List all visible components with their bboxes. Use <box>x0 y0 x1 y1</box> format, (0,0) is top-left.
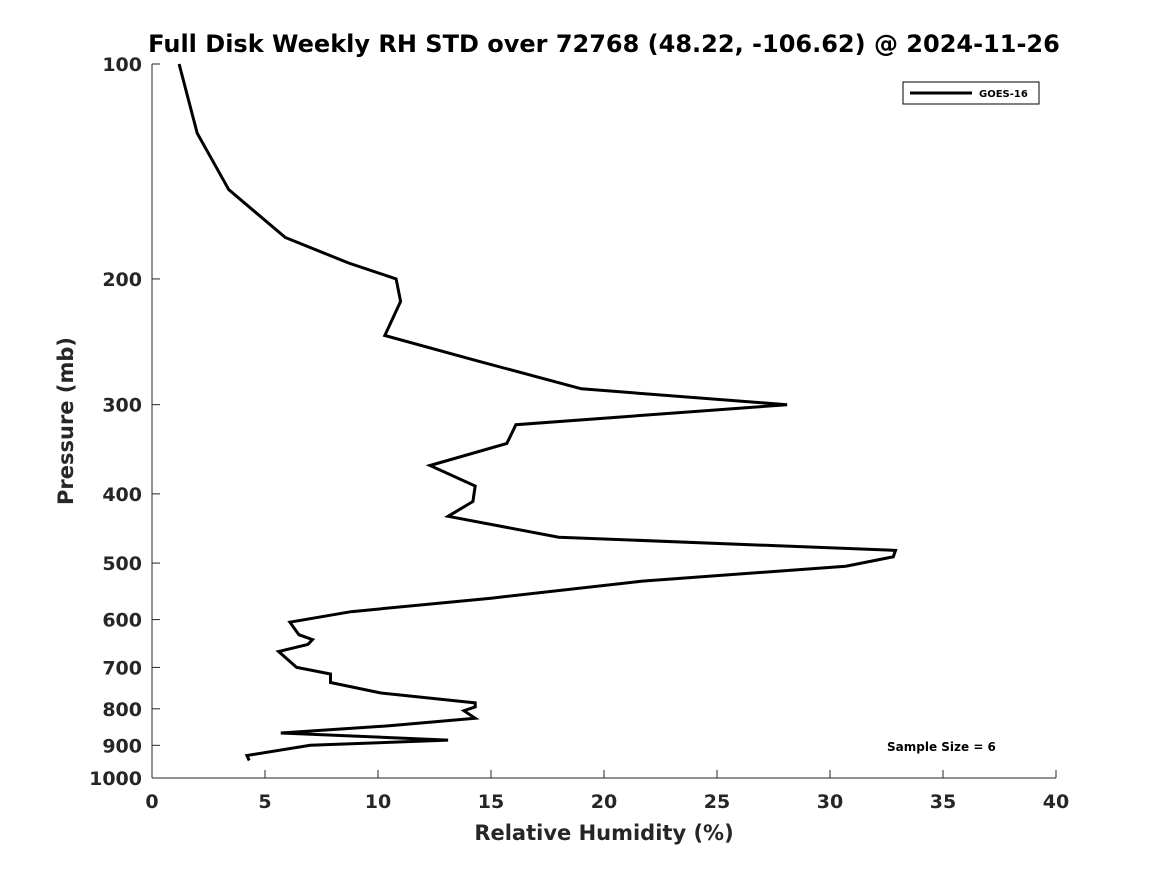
chart-title: Full Disk Weekly RH STD over 72768 (48.2… <box>148 30 1060 58</box>
plot-area: 0 5 10 15 20 25 30 35 40 100 200 300 400 500 600 700 800… <box>89 54 1069 813</box>
x-tick-label: 20 <box>591 791 617 813</box>
x-tick-label: 15 <box>478 791 504 813</box>
y-tick-label: 600 <box>102 610 142 632</box>
x-tick-label: 30 <box>817 791 843 813</box>
x-tick-label: 10 <box>365 791 391 813</box>
y-tick-label: 300 <box>102 395 142 417</box>
y-tick-label: 500 <box>102 553 142 575</box>
y-tick-label: 700 <box>102 657 142 679</box>
y-axis-label: Pressure (mb) <box>54 337 78 505</box>
y-tick-label: 1000 <box>89 768 142 790</box>
y-tick-label: 900 <box>102 735 142 757</box>
x-tick-label: 25 <box>704 791 730 813</box>
legend: GOES-16 <box>902 81 1040 105</box>
x-axis-label: Relative Humidity (%) <box>474 821 733 845</box>
sample-size-annotation: Sample Size = 6 <box>887 740 996 754</box>
x-tick-label: 40 <box>1043 791 1069 813</box>
y-tick-label: 800 <box>102 699 142 721</box>
series-line-goes-16 <box>177 63 898 762</box>
y-tick-label: 200 <box>102 269 142 291</box>
y-tick-label: 400 <box>102 484 142 506</box>
legend-label-goes-16: GOES-16 <box>979 89 1028 100</box>
x-tick-label: 35 <box>930 791 956 813</box>
y-tick-label: 100 <box>102 54 142 76</box>
x-tick-label: 0 <box>145 791 158 813</box>
x-tick-label: 5 <box>258 791 271 813</box>
